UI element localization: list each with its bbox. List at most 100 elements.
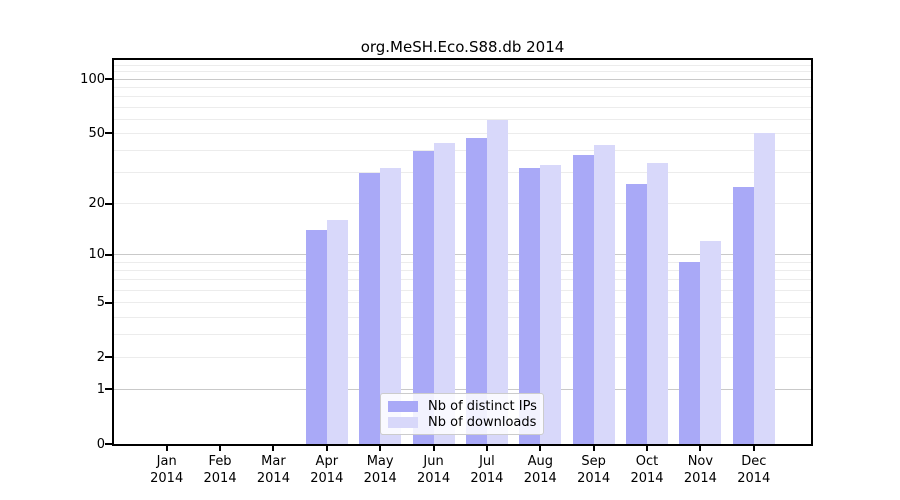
bar-jul-distinct-ips xyxy=(465,138,487,444)
bar-aug-downloads xyxy=(540,165,562,444)
xtick-year-aug: 2014 xyxy=(523,471,557,486)
ytick-label-10: 10 xyxy=(88,247,105,263)
gridline-minor-120 xyxy=(114,64,811,66)
ytick-mark-10 xyxy=(105,253,112,256)
xtick-month-mar: Mar xyxy=(261,454,286,469)
legend-label-distinct-ips: Nb of distinct IPs xyxy=(428,398,537,414)
xtick-mark-nov xyxy=(699,446,702,451)
legend-swatch-downloads xyxy=(388,416,418,428)
gridline-minor-50 xyxy=(114,132,811,134)
xtick-month-aug: Aug xyxy=(527,454,553,469)
xtick-month-dec: Dec xyxy=(741,454,767,469)
xtick-mark-jan xyxy=(165,446,168,451)
gridline-minor-6 xyxy=(114,289,811,291)
bar-jun-downloads xyxy=(433,143,455,444)
bar-jul-downloads xyxy=(486,120,508,444)
bar-may-distinct-ips xyxy=(359,172,381,444)
xtick-label-jul: Jul 2014 xyxy=(457,453,517,487)
ytick-mark-20 xyxy=(105,202,112,205)
bar-nov-downloads xyxy=(700,241,722,444)
xtick-year-nov: 2014 xyxy=(683,471,717,486)
gridline-minor-80 xyxy=(114,96,811,98)
xtick-label-oct: Oct 2014 xyxy=(617,453,677,487)
xtick-year-jul: 2014 xyxy=(470,471,504,486)
bar-oct-distinct-ips xyxy=(626,183,648,444)
xtick-month-apr: Apr xyxy=(315,454,339,469)
ytick-label-1: 1 xyxy=(96,381,105,397)
xtick-month-jun: Jun xyxy=(423,454,444,469)
xtick-mark-jun xyxy=(432,446,435,451)
gridline-minor-9 xyxy=(114,261,811,263)
xtick-label-sep: Sep 2014 xyxy=(564,453,624,487)
bar-sep-downloads xyxy=(593,145,615,444)
legend: Nb of distinct IPs Nb of downloads xyxy=(380,393,544,435)
xtick-label-may: May 2014 xyxy=(350,453,410,487)
xtick-month-nov: Nov xyxy=(687,454,714,469)
xtick-mark-may xyxy=(379,446,382,451)
ytick-label-0: 0 xyxy=(96,436,105,452)
ytick-mark-0 xyxy=(105,443,112,446)
legend-label-downloads: Nb of downloads xyxy=(428,414,537,430)
gridline-minor-5 xyxy=(114,302,811,304)
xtick-month-jul: Jul xyxy=(479,454,495,469)
xtick-mark-sep xyxy=(592,446,595,451)
ytick-mark-50 xyxy=(105,132,112,135)
xtick-label-jan: Jan 2014 xyxy=(137,453,197,487)
ytick-mark-5 xyxy=(105,301,112,304)
gridline-major-1 xyxy=(114,388,811,390)
xtick-mark-oct xyxy=(646,446,649,451)
gridline-minor-70 xyxy=(114,106,811,108)
ytick-label-50: 50 xyxy=(88,125,105,141)
xtick-year-mar: 2014 xyxy=(256,471,290,486)
xtick-year-may: 2014 xyxy=(363,471,397,486)
xtick-month-sep: Sep xyxy=(581,454,606,469)
ytick-mark-1 xyxy=(105,388,112,391)
bar-dec-downloads xyxy=(753,133,775,444)
xtick-year-oct: 2014 xyxy=(630,471,664,486)
bar-oct-downloads xyxy=(647,163,669,444)
xtick-year-sep: 2014 xyxy=(577,471,611,486)
bar-dec-distinct-ips xyxy=(732,186,754,444)
chart-title: org.MeSH.Eco.S88.db 2014 xyxy=(360,38,565,56)
xtick-mark-jul xyxy=(485,446,488,451)
gridline-minor-2 xyxy=(114,356,811,358)
gridline-minor-110 xyxy=(114,71,811,73)
gridline-minor-20 xyxy=(114,203,811,205)
ytick-label-20: 20 xyxy=(88,196,105,212)
xtick-mark-aug xyxy=(539,446,542,451)
xtick-month-may: May xyxy=(366,454,394,469)
xtick-label-feb: Feb 2014 xyxy=(190,453,250,487)
gridline-minor-30 xyxy=(114,172,811,174)
xtick-month-feb: Feb xyxy=(208,454,232,469)
xtick-year-dec: 2014 xyxy=(737,471,771,486)
gridline-major-100 xyxy=(114,78,811,80)
ytick-mark-100 xyxy=(105,78,112,81)
bar-may-downloads xyxy=(380,167,402,444)
gridline-minor-60 xyxy=(114,118,811,120)
ytick-mark-2 xyxy=(105,356,112,359)
gridline-minor-90 xyxy=(114,87,811,89)
legend-swatch-distinct-ips xyxy=(388,400,418,412)
xtick-year-jun: 2014 xyxy=(417,471,451,486)
plot-area xyxy=(114,60,811,444)
xtick-mark-apr xyxy=(325,446,328,451)
bar-nov-distinct-ips xyxy=(679,262,701,444)
xtick-label-jun: Jun 2014 xyxy=(404,453,464,487)
bar-aug-distinct-ips xyxy=(519,167,541,444)
bar-sep-distinct-ips xyxy=(572,154,594,444)
gridline-minor-4 xyxy=(114,316,811,318)
xtick-year-jan: 2014 xyxy=(150,471,184,486)
xtick-label-apr: Apr 2014 xyxy=(297,453,357,487)
gridline-major-10 xyxy=(114,254,811,256)
gridline-minor-8 xyxy=(114,270,811,272)
xtick-year-feb: 2014 xyxy=(203,471,237,486)
gridline-minor-40 xyxy=(114,150,811,152)
ytick-label-2: 2 xyxy=(96,349,105,365)
xtick-month-oct: Oct xyxy=(635,454,659,469)
ytick-label-100: 100 xyxy=(80,71,105,87)
gridline-minor-3 xyxy=(114,334,811,336)
gridline-minor-7 xyxy=(114,279,811,281)
xtick-label-nov: Nov 2014 xyxy=(670,453,730,487)
bar-apr-distinct-ips xyxy=(305,230,327,444)
